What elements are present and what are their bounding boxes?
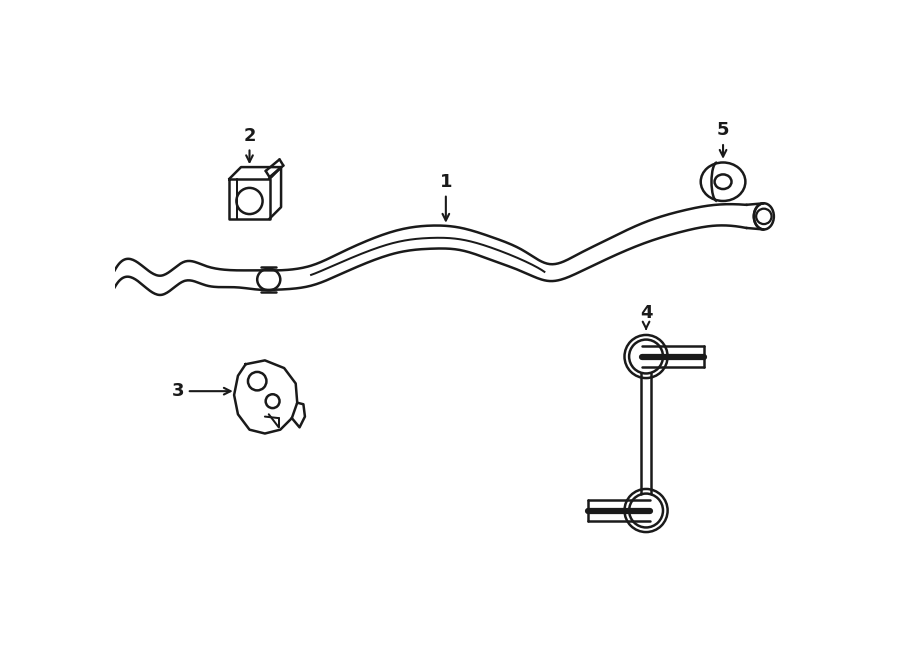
Text: 3: 3 (172, 382, 230, 400)
Text: 4: 4 (640, 304, 652, 329)
Circle shape (629, 494, 663, 527)
Circle shape (629, 340, 663, 373)
Text: 1: 1 (439, 173, 452, 221)
Text: 5: 5 (716, 122, 729, 157)
Circle shape (248, 372, 266, 391)
Circle shape (237, 188, 263, 214)
Ellipse shape (701, 163, 745, 201)
Circle shape (756, 209, 771, 224)
Ellipse shape (754, 204, 774, 229)
Ellipse shape (715, 175, 732, 189)
Text: 2: 2 (243, 127, 256, 162)
Ellipse shape (257, 269, 280, 290)
Circle shape (266, 394, 280, 408)
